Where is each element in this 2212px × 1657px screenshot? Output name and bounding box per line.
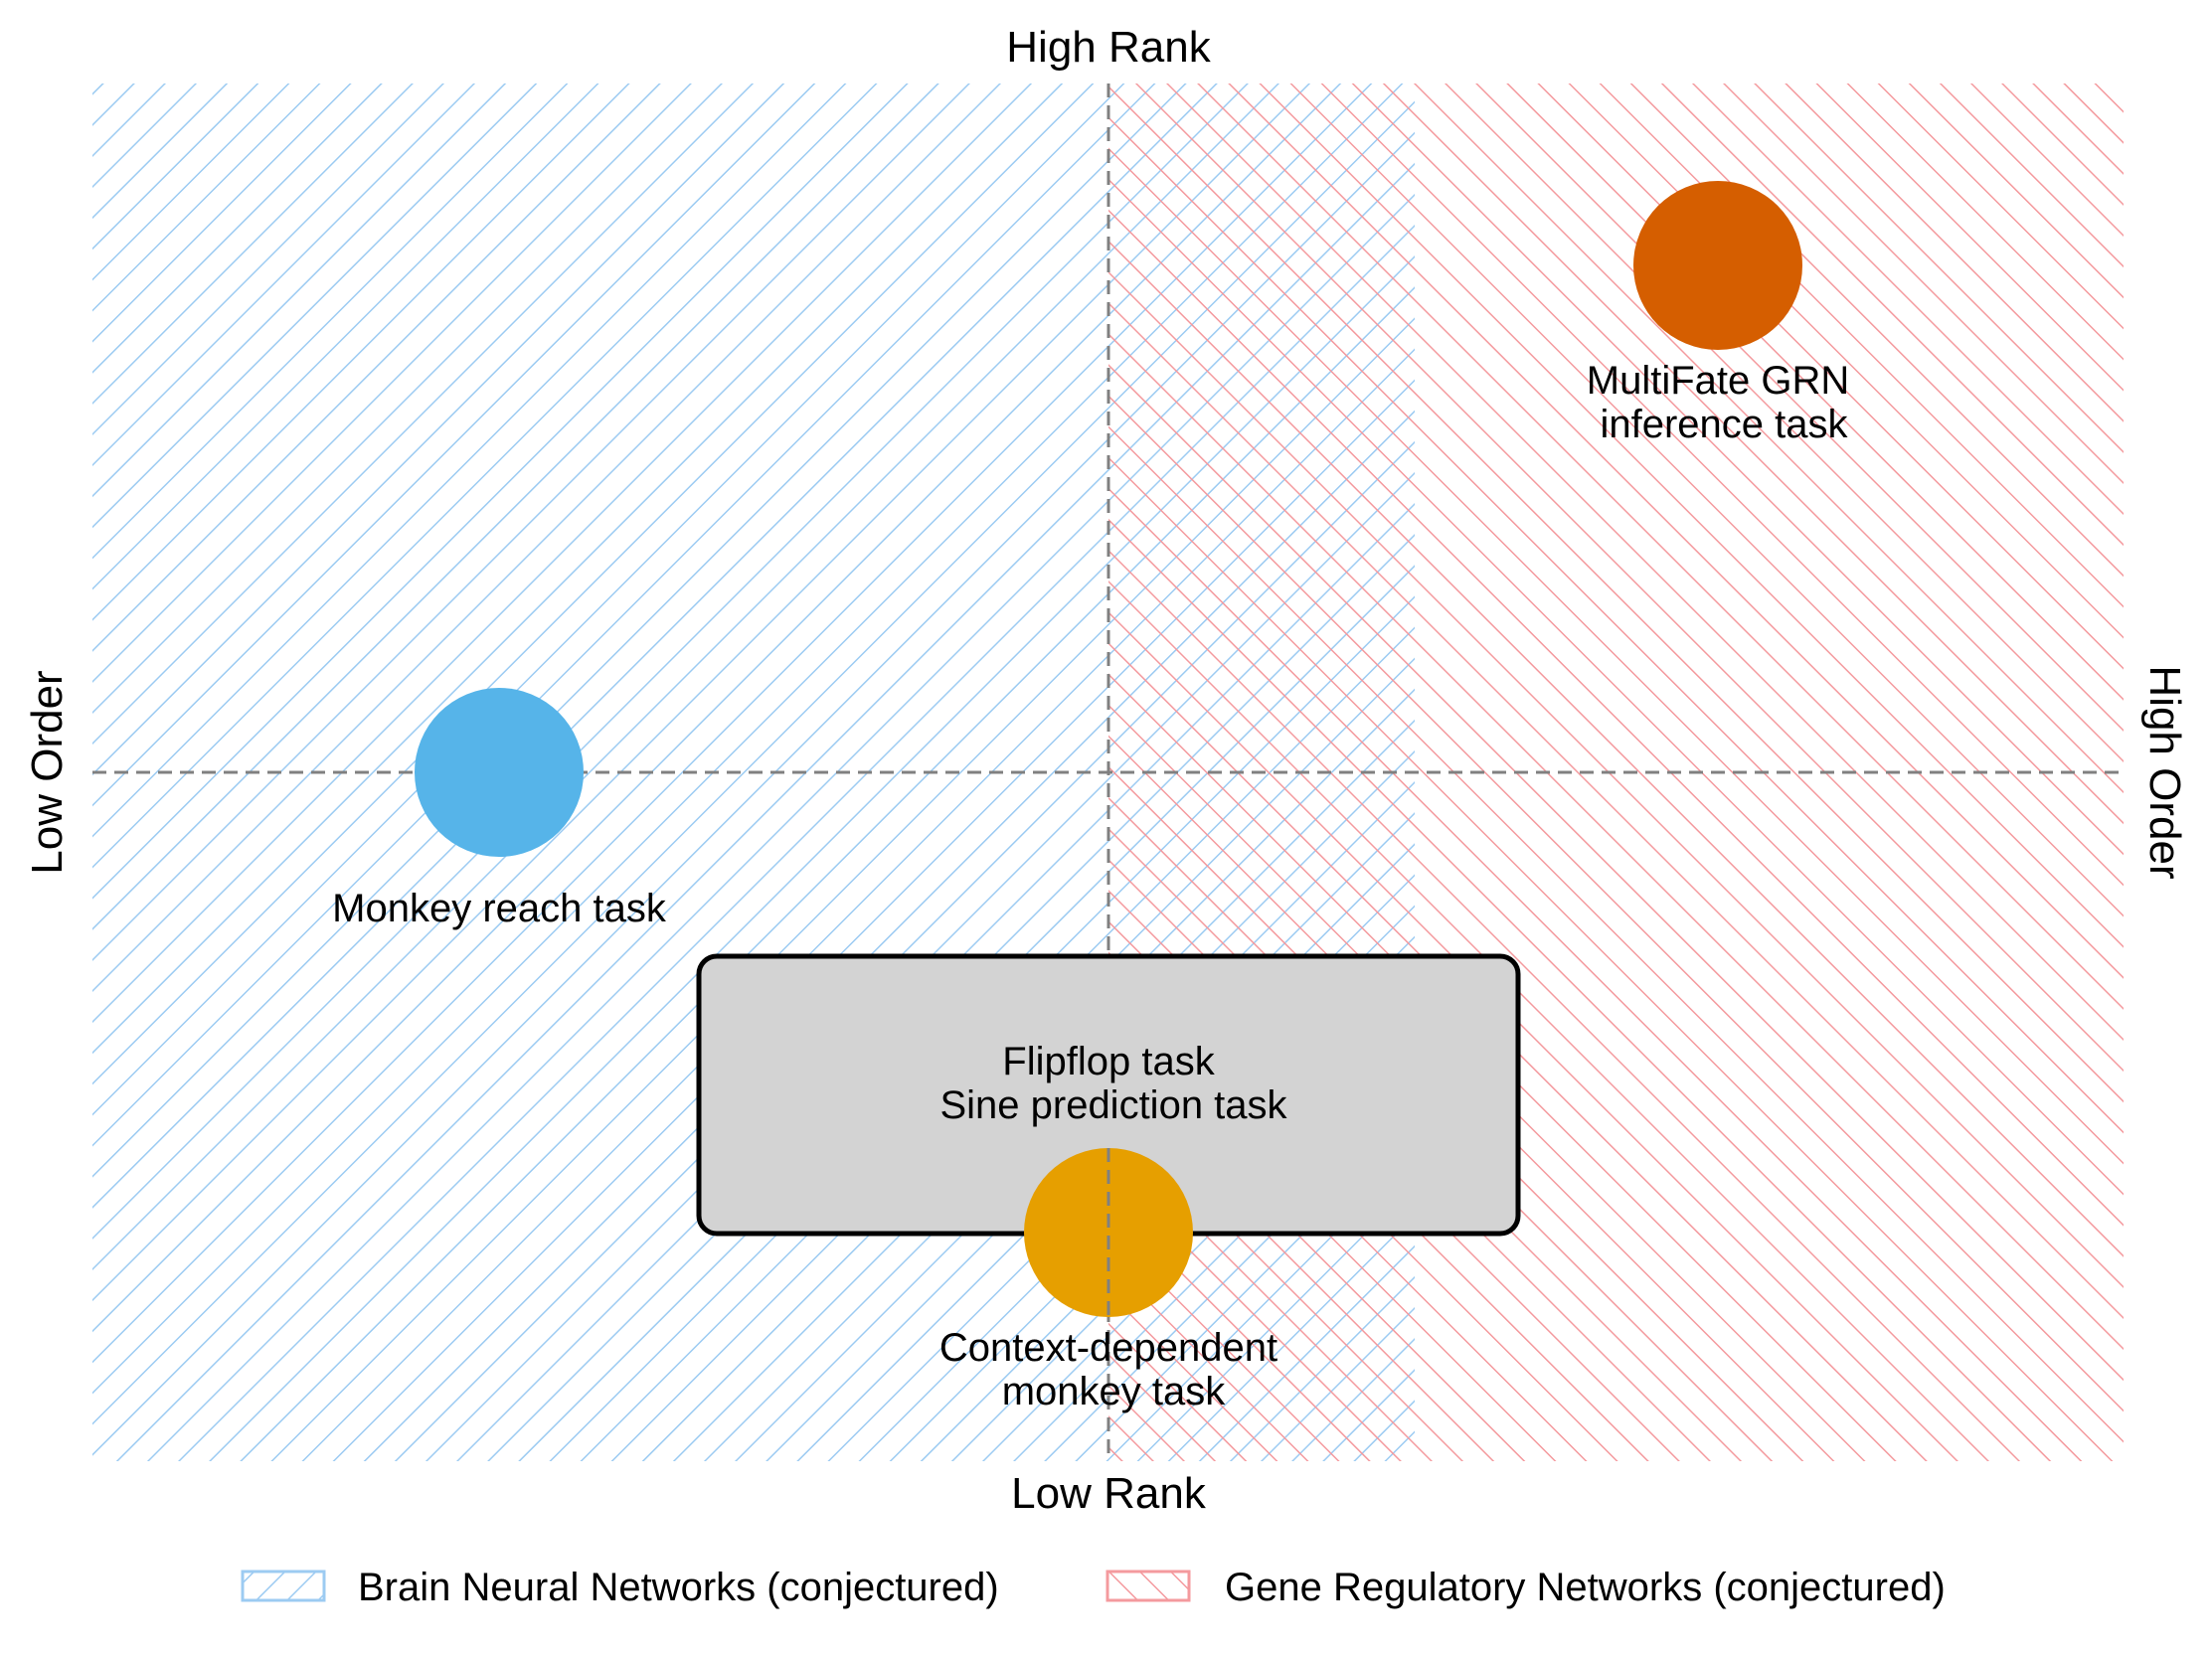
task-box-line-2: Sine prediction task bbox=[939, 1083, 1287, 1127]
multifate-label-line-2: inference task bbox=[1600, 403, 1848, 446]
axis-label-bottom: Low Rank bbox=[1011, 1469, 1207, 1518]
context-dependent-label-line-2: monkey task bbox=[1002, 1370, 1227, 1413]
axis-label-right: High Order bbox=[2140, 665, 2189, 879]
axis-label-top: High Rank bbox=[1006, 23, 1211, 72]
legend-swatch-gene bbox=[1106, 1570, 1191, 1602]
monkey-reach-marker bbox=[415, 688, 584, 857]
legend-label-brain: Brain Neural Networks (conjectured) bbox=[358, 1566, 999, 1609]
axis-label-left: Low Order bbox=[23, 670, 72, 874]
task-box-line-1: Flipflop task bbox=[1002, 1040, 1215, 1083]
legend: Brain Neural Networks (conjectured) Gene… bbox=[241, 1566, 1946, 1609]
context-dependent-label-line-1: Context-dependent bbox=[939, 1326, 1277, 1370]
context-dependent-marker bbox=[1024, 1148, 1193, 1317]
legend-swatch-brain bbox=[241, 1570, 326, 1602]
multifate-label-line-1: MultiFate GRN bbox=[1587, 359, 1850, 403]
legend-label-gene: Gene Regulatory Networks (conjectured) bbox=[1225, 1566, 1946, 1609]
monkey-reach-label: Monkey reach task bbox=[332, 887, 667, 930]
multifate-marker bbox=[1633, 181, 1802, 350]
